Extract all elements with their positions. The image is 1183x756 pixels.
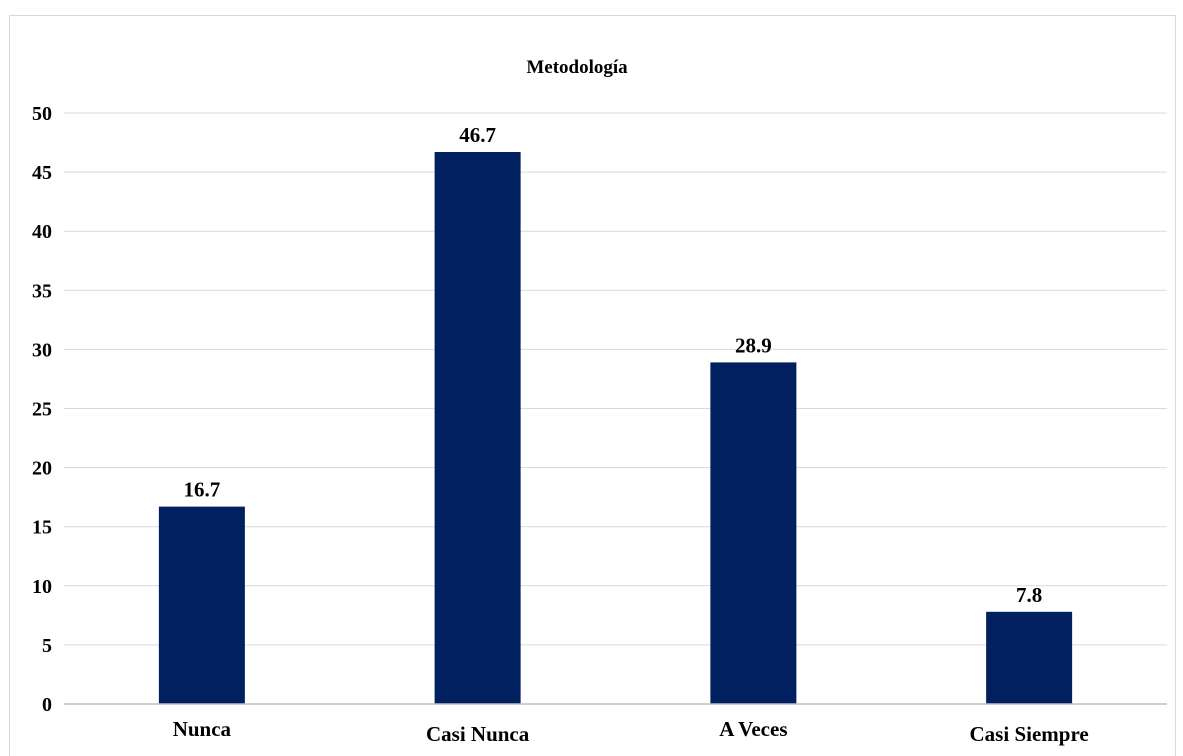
bar-casi-nunca <box>434 152 521 705</box>
data-label: 16.7 <box>184 478 221 502</box>
y-tick-label: 50 <box>32 103 52 125</box>
y-tick-label: 20 <box>32 458 52 480</box>
x-tick-label: Casi Nunca <box>426 722 530 746</box>
chart-title: Metodología <box>526 57 628 78</box>
bar-a-veces <box>710 362 797 704</box>
y-tick-label: 30 <box>32 339 52 361</box>
y-tick-label: 45 <box>32 162 52 184</box>
x-tick-label: A Veces <box>719 717 787 741</box>
x-tick-label: Nunca <box>173 717 232 741</box>
x-tick-label: Casi Siempre <box>970 722 1089 746</box>
data-label: 7.8 <box>1016 583 1042 607</box>
y-tick-label: 5 <box>42 635 52 657</box>
y-tick-label: 40 <box>32 221 52 243</box>
y-tick-label: 10 <box>32 576 52 598</box>
data-label: 28.9 <box>735 333 772 357</box>
y-tick-label: 0 <box>42 694 52 716</box>
gridlines <box>64 112 1167 646</box>
bar-casi-siempre <box>986 611 1073 704</box>
x-axis-ticks: Nunca Casi Nunca A Veces Casi Siempre <box>173 717 1089 746</box>
y-tick-label: 35 <box>32 280 52 302</box>
y-axis-ticks: 0 5 10 15 20 25 30 35 40 45 50 <box>32 103 52 716</box>
data-labels: 16.7 46.7 28.9 7.8 <box>184 123 1043 607</box>
bar-nunca <box>158 506 245 704</box>
y-tick-label: 15 <box>32 517 52 539</box>
bars <box>158 152 1073 705</box>
y-tick-label: 25 <box>32 399 52 421</box>
data-label: 46.7 <box>459 123 496 147</box>
